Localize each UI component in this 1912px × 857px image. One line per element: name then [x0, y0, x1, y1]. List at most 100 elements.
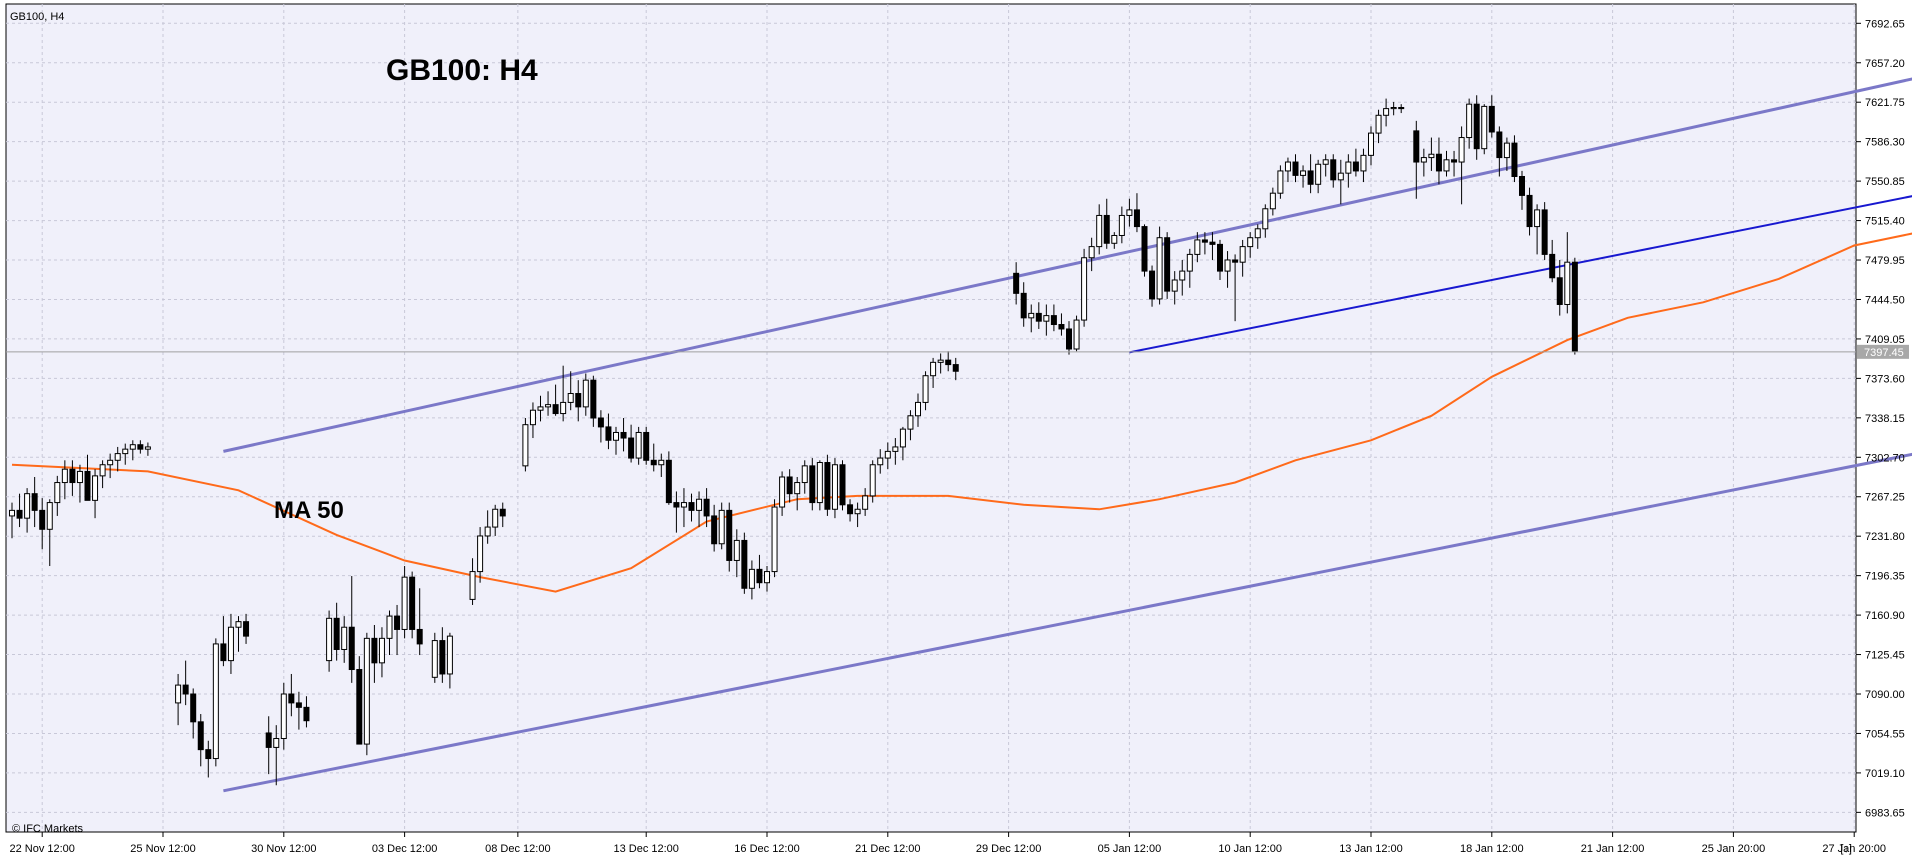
candle — [658, 453, 665, 477]
candle-body-bear — [945, 359, 952, 366]
candle-body-bear — [295, 702, 302, 708]
candle — [582, 373, 589, 416]
x-tick-label: 25 Jan 20:00 — [1702, 843, 1766, 855]
candle-body-bull — [492, 508, 499, 528]
candle-body-bear — [1141, 226, 1148, 272]
y-tick-label: 7302.70 — [1865, 452, 1905, 464]
candle — [907, 410, 914, 441]
y-tick-label: 7231.80 — [1865, 531, 1905, 543]
symbol-label: GB100, H4 — [10, 11, 64, 23]
candle-body-bear — [303, 706, 310, 722]
candle — [1481, 104, 1488, 155]
candle — [1398, 104, 1405, 114]
candle-body-bear — [1050, 315, 1057, 326]
candle — [1118, 206, 1125, 244]
candle-body-bear — [552, 404, 559, 415]
candle-body-bear — [265, 732, 272, 748]
candle-body-bull — [801, 465, 808, 484]
ma-label: MA 50 — [274, 497, 344, 524]
candle-body-bull — [24, 493, 31, 519]
candle-body-bull — [1043, 315, 1050, 322]
candle — [394, 604, 401, 656]
candle-body-bear — [1352, 161, 1359, 172]
candle — [1179, 259, 1186, 296]
candle-body-bull — [144, 446, 151, 450]
candle — [748, 560, 755, 600]
candle — [1496, 126, 1503, 177]
candle — [635, 426, 642, 465]
candle-body-bear — [1217, 243, 1223, 272]
candle-body-bear — [1398, 107, 1405, 110]
candle — [628, 424, 635, 463]
candle-body-bull — [227, 626, 234, 662]
candle-body-bear — [1292, 161, 1299, 176]
candle — [1519, 170, 1525, 210]
candle — [1186, 248, 1193, 288]
candle — [824, 454, 831, 516]
candle-body-bull — [9, 509, 15, 517]
candle-body-bull — [567, 393, 574, 403]
x-tick-label: 13 Jan 12:00 — [1339, 843, 1403, 855]
candle — [529, 402, 536, 439]
candle — [899, 426, 906, 461]
candle — [711, 504, 718, 552]
candle-body-bull — [907, 415, 914, 430]
candle-body-bull — [1171, 279, 1178, 292]
candle-body-bull — [529, 409, 536, 426]
candle-body-bear — [1209, 241, 1216, 245]
candle — [862, 488, 869, 516]
candle-body-bear — [703, 498, 710, 517]
candle — [1526, 187, 1533, 236]
candle-body-bull — [477, 535, 484, 573]
candle — [1156, 226, 1163, 305]
candle-body-bear — [348, 626, 355, 671]
candle-body-bear — [1133, 209, 1140, 228]
candle — [1088, 237, 1095, 272]
candle — [1360, 148, 1367, 183]
candle — [16, 493, 23, 528]
candle — [786, 469, 793, 503]
candle-body-bull — [899, 428, 906, 448]
ma-50-line — [11, 232, 1912, 593]
candle — [1035, 302, 1042, 329]
candle — [1201, 232, 1208, 255]
candle-body-bull — [1156, 237, 1163, 300]
candle-body-bear — [741, 539, 748, 589]
candle-body-bear — [205, 749, 212, 760]
candle — [567, 371, 574, 411]
candle — [416, 588, 423, 656]
candle-body-bear — [620, 431, 627, 439]
candle-body-bull — [1443, 159, 1450, 172]
candle-body-bear — [1149, 270, 1156, 300]
candle-body-bull — [613, 431, 619, 441]
candle-body-bear — [394, 615, 401, 630]
candle-body-bear — [650, 459, 657, 466]
x-tick-label: 10 Jan 12:00 — [1218, 843, 1282, 855]
candle — [1262, 204, 1269, 238]
y-tick-label: 7338.15 — [1865, 413, 1905, 425]
candle-body-bull — [1322, 159, 1329, 165]
x-tick-label: 21 Dec 12:00 — [855, 843, 920, 855]
candle — [688, 493, 695, 522]
candle — [680, 488, 687, 528]
candle — [1209, 232, 1216, 260]
candle — [650, 443, 657, 472]
candle-body-bull — [235, 621, 242, 628]
current-price-tag: 7397.45 — [1857, 344, 1909, 359]
candle — [1239, 239, 1246, 277]
y-tick-label: 6983.65 — [1865, 807, 1905, 819]
candle — [1028, 304, 1035, 333]
candle-body-bull — [1194, 239, 1201, 255]
y-tick-label: 7090.00 — [1865, 689, 1905, 701]
candle — [620, 418, 627, 452]
candle — [1103, 198, 1110, 249]
x-axis: 22 Nov 12:00 25 Nov 12:00 30 Nov 12:00 03 D… — [9, 832, 1886, 855]
candle-body-bear — [643, 431, 650, 461]
candle — [446, 632, 453, 689]
candle — [884, 442, 891, 470]
candle-body-bull — [794, 482, 801, 495]
candle-body-bull — [733, 539, 740, 561]
candle-body-bull — [1081, 257, 1088, 321]
candle-body-bull — [869, 464, 876, 497]
candle — [9, 502, 15, 539]
